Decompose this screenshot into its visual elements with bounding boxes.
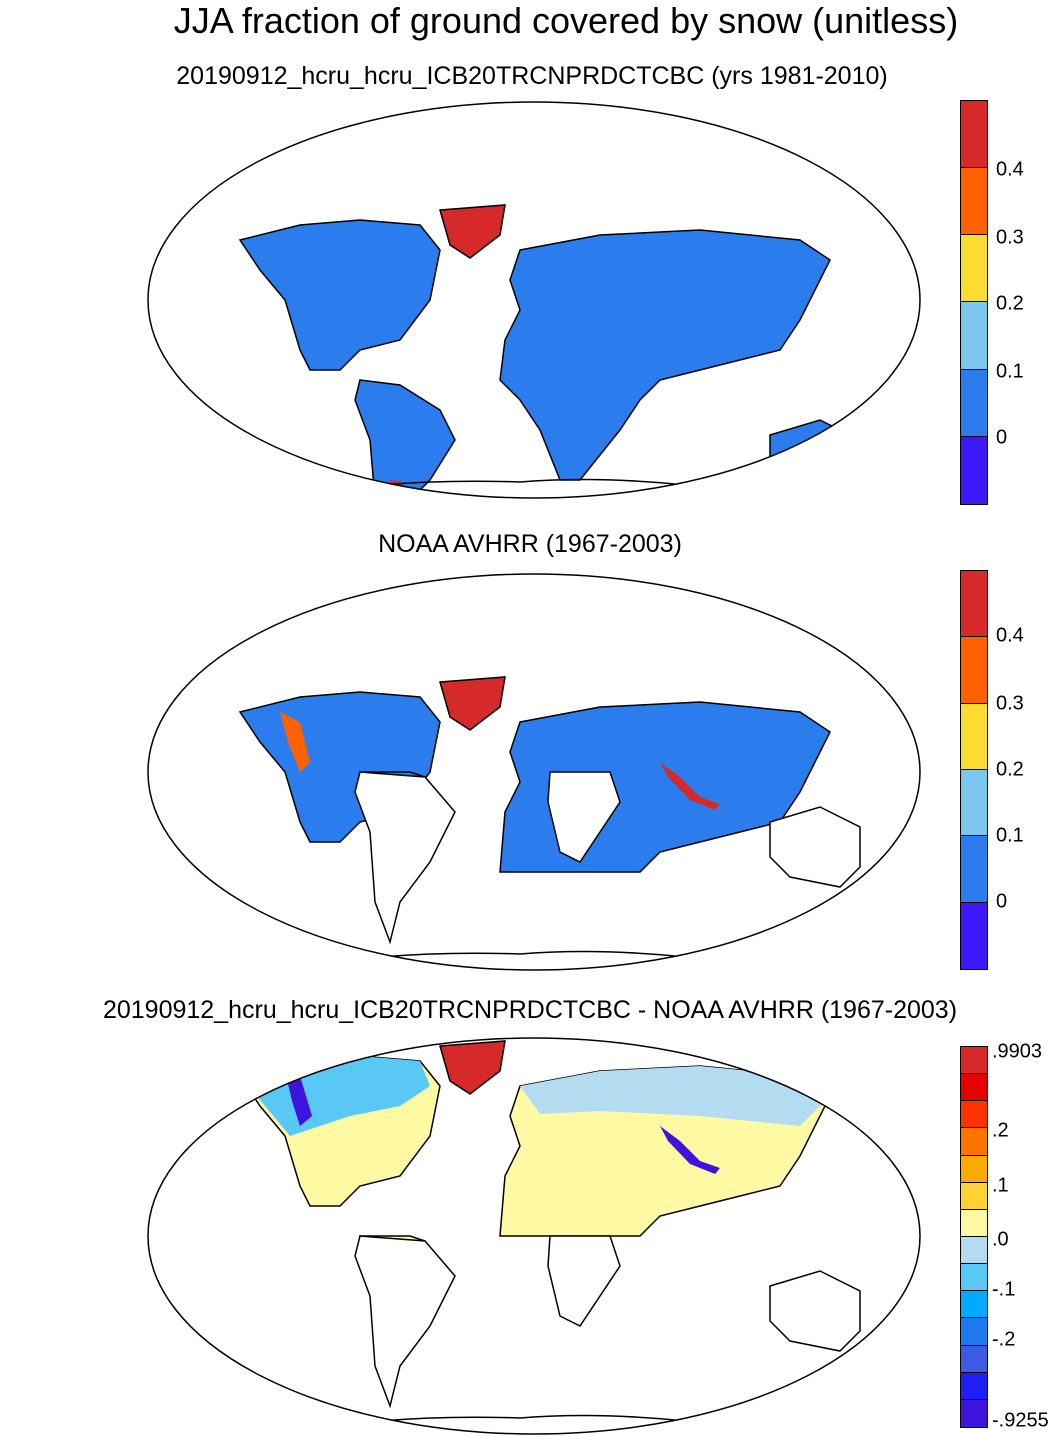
no-data-outlines	[354, 771, 861, 945]
colorbar-1-swatch	[961, 302, 987, 370]
panel-3-title: 20190912_hcru_hcru_ICB20TRCNPRDCTCBC - N…	[102, 996, 958, 1024]
panel-2-map	[147, 573, 921, 971]
colorbar-2-swatch	[961, 703, 987, 770]
colorbar-3-swatch	[961, 1236, 987, 1265]
colorbar-1-swatch	[961, 101, 987, 169]
main-title: JJA fraction of ground covered by snow (…	[173, 0, 959, 41]
colorbar-3-swatch	[961, 1101, 987, 1129]
panel-1-colorbar	[960, 100, 988, 505]
colorbar-2-tick-label: 0.2	[996, 758, 1024, 781]
colorbar-2-tick-label: 0.3	[996, 692, 1024, 715]
colorbar-1-tick-label: 0.4	[996, 158, 1024, 181]
colorbar-3-tick-label: -.1	[992, 1278, 1016, 1301]
colorbar-3-tick-label: .9903	[992, 1040, 1043, 1063]
south-america-outline	[354, 1235, 456, 1409]
map-frame	[147, 101, 921, 499]
australia-outline	[769, 1270, 861, 1352]
colorbar-3-tick-label: .1	[992, 1174, 1009, 1197]
colorbar-1-swatch	[961, 436, 987, 504]
south-america-outline	[354, 771, 456, 945]
colorbar-3-swatch	[961, 1345, 987, 1373]
colorbar-3-swatch	[961, 1074, 987, 1102]
australia-outline	[769, 806, 861, 888]
antarctica-coast	[299, 1414, 741, 1432]
no-data-outlines	[354, 1235, 861, 1409]
colorbar-3-tick-label: .2	[992, 1119, 1009, 1142]
tibet-negative	[660, 1126, 720, 1174]
greenland	[439, 676, 506, 731]
southern-africa-outline	[547, 771, 621, 863]
panel-3-map	[147, 1037, 921, 1435]
colorbar-2-swatch	[961, 769, 987, 837]
colorbar-3-swatch	[961, 1209, 987, 1237]
panel-3-colorbar	[960, 1046, 988, 1428]
snow-field-panel-2	[238, 691, 831, 873]
colorbar-2-tick-label: 0.4	[996, 624, 1024, 647]
panel-1-title: 20190912_hcru_hcru_ICB20TRCNPRDCTCBC (yr…	[176, 62, 888, 90]
colorbar-1-tick-label: 0.1	[996, 360, 1024, 383]
colorbar-3-tick-label: .0	[992, 1228, 1009, 1251]
greenland	[439, 204, 506, 259]
colorbar-3-swatch	[961, 1264, 987, 1292]
eurasia-africa	[499, 229, 831, 481]
colorbar-1-tick-label: 0	[996, 426, 1008, 449]
colorbar-3-swatch	[961, 1047, 987, 1075]
colorbar-3-swatch	[961, 1318, 987, 1346]
panel-2-colorbar	[960, 570, 988, 970]
colorbar-3-swatch	[961, 1372, 987, 1400]
antarctica-coast	[299, 950, 741, 968]
boreal-negative-band	[520, 1066, 830, 1126]
colorbar-3-tick-label: -.2	[992, 1328, 1016, 1351]
colorbar-2-tick-label: 0	[996, 890, 1008, 913]
colorbar-2-swatch	[961, 637, 987, 704]
colorbar-3-tick-label: -.9255	[992, 1409, 1049, 1432]
north-america	[238, 219, 441, 371]
colorbar-2-swatch	[961, 836, 987, 903]
australia	[769, 419, 861, 498]
colorbar-3-swatch	[961, 1291, 987, 1319]
colorbar-1-swatch	[961, 235, 987, 303]
western-cordillera-snow	[280, 712, 310, 772]
snow-field-panel-1	[238, 219, 861, 498]
colorbar-3-swatch	[961, 1182, 987, 1210]
antarctica-coast	[299, 478, 741, 496]
tibetan-plateau-snow	[660, 762, 720, 810]
southern-africa-outline	[547, 1235, 621, 1327]
panel-2-title: NOAA AVHRR (1967-2003)	[378, 530, 682, 558]
colorbar-1-swatch	[961, 168, 987, 236]
panel-1-map	[147, 101, 921, 499]
colorbar-1-tick-label: 0.2	[996, 292, 1024, 315]
colorbar-1-swatch	[961, 369, 987, 437]
map-frame	[147, 573, 921, 971]
colorbar-2-swatch	[961, 571, 987, 638]
colorbar-1-tick-label: 0.3	[996, 226, 1024, 249]
greenland	[439, 1040, 506, 1095]
colorbar-3-swatch	[961, 1155, 987, 1183]
colorbar-2-tick-label: 0.1	[996, 824, 1024, 847]
rockies-negative	[285, 1071, 312, 1126]
colorbar-2-swatch	[961, 902, 987, 969]
colorbar-3-swatch	[961, 1128, 987, 1156]
colorbar-3-swatch	[961, 1399, 987, 1427]
